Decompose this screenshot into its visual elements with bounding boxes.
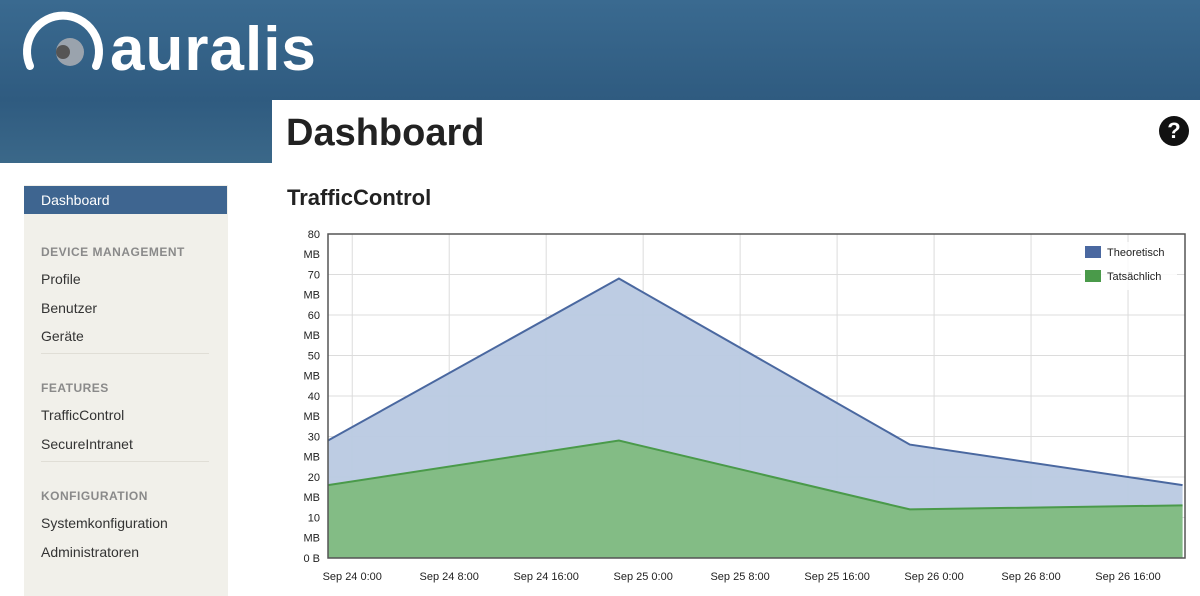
nav-item[interactable]: Systemkonfiguration bbox=[41, 515, 168, 531]
header: auralis bbox=[0, 0, 1200, 100]
sidebar: Dashboard DEVICE MANAGEMENT Profile Benutz… bbox=[24, 185, 228, 596]
y-tick-label: 70 MB bbox=[300, 270, 320, 302]
y-tick-label: 30 MB bbox=[300, 432, 320, 464]
nav-item[interactable]: SecureIntranet bbox=[41, 435, 133, 452]
y-tick-label: 20 MB bbox=[300, 472, 320, 504]
plot-border bbox=[327, 233, 1186, 559]
help-button[interactable]: ? bbox=[1159, 116, 1189, 146]
nav-item[interactable]: Administratoren bbox=[41, 543, 140, 560]
chart: 0 B 10 MB 20 MB 30 MB 40 MB 50 MB 60 MB 70 MB 80… bbox=[300, 229, 1186, 583]
area bbox=[328, 440, 1183, 558]
x-tick-label: Sep 26 16:00 bbox=[1095, 571, 1160, 583]
legend-swatch bbox=[1085, 246, 1101, 258]
x-tick-label: Sep 24 0:00 bbox=[323, 571, 382, 583]
y-tick-label: 80 MB bbox=[300, 229, 320, 261]
separator bbox=[41, 461, 209, 462]
x-tick-label: Sep 24 8:00 bbox=[420, 571, 479, 583]
nav-item[interactable]: Geräte bbox=[41, 328, 84, 344]
y-tick-label: 40 MB bbox=[300, 391, 320, 423]
header-band bbox=[0, 100, 272, 163]
logo-icon bbox=[23, 11, 103, 70]
line bbox=[327, 439, 1183, 511]
y-tick-label: 60 MB bbox=[300, 310, 320, 342]
nav-heading: KONFIGURATION bbox=[41, 489, 148, 503]
nav-item[interactable]: Profile bbox=[41, 271, 81, 287]
x-tick-label: Sep 25 8:00 bbox=[710, 571, 769, 583]
logo-text[interactable]: auralis bbox=[110, 15, 317, 84]
nav-active[interactable]: Dashboard bbox=[24, 186, 227, 214]
nav-item[interactable]: TrafficControl bbox=[41, 407, 125, 423]
legend-swatch bbox=[1085, 270, 1101, 282]
x-tick-label: Sep 25 0:00 bbox=[613, 571, 672, 583]
y-tick-label: 50 MB bbox=[300, 351, 320, 383]
x-tick-label: Sep 26 0:00 bbox=[904, 571, 963, 583]
legend-label: Theoretisch bbox=[1107, 247, 1164, 259]
section-title: TrafficControl bbox=[287, 185, 432, 210]
page-title: Dashboard bbox=[286, 112, 485, 154]
legend-label: Tatsächlich bbox=[1107, 271, 1161, 283]
line bbox=[327, 277, 1183, 487]
x-tick-label: Sep 24 16:00 bbox=[513, 571, 578, 583]
x-tick-label: Sep 26 8:00 bbox=[1001, 571, 1060, 583]
nav-heading: FEATURES bbox=[41, 381, 109, 395]
y-tick-label: 0 B bbox=[303, 553, 320, 565]
nav-item[interactable]: Benutzer bbox=[41, 299, 98, 316]
y-tick-label: 10 MB bbox=[300, 513, 320, 545]
x-tick-label: Sep 25 16:00 bbox=[804, 571, 869, 583]
nav-heading: DEVICE MANAGEMENT bbox=[41, 245, 185, 259]
separator bbox=[41, 353, 209, 354]
